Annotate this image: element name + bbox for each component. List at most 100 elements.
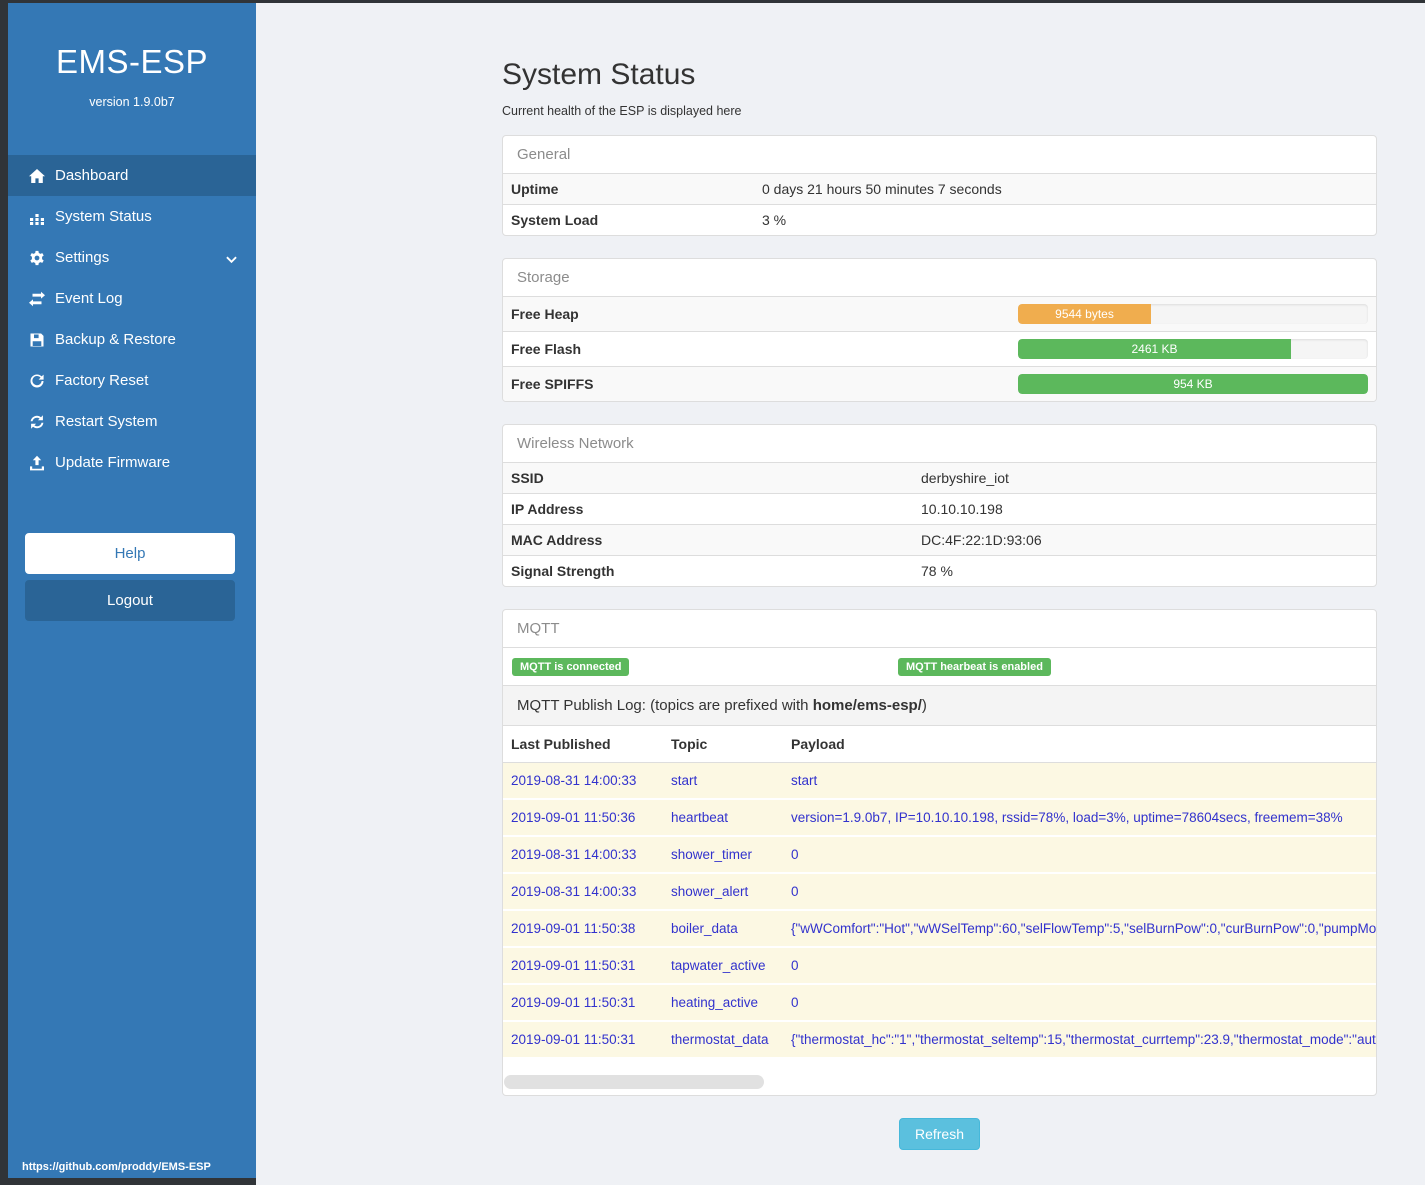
sidebar-item-factory-reset[interactable]: Factory Reset [8,360,256,401]
home-icon [28,167,45,184]
wireless-row: SSID derbyshire_iot [503,462,1376,494]
wireless-panel: Wireless Network SSID derbyshire_iot IP Ad… [502,424,1377,587]
mqtt-log-payload: {"wWComfort":"Hot","wWSelTemp":60,"selFl… [783,910,1376,948]
general-row-label: Uptime [503,173,754,205]
mqtt-log-row: 2019-08-31 14:00:33 start start [503,762,1376,800]
mqtt-log-topic: heating_active [663,984,783,1022]
storage-row-value: 2461 KB [1010,331,1376,367]
mqtt-log-row: 2019-09-01 11:50:31 tapwater_active 0 [503,947,1376,985]
progress-bar: 954 KB [1018,374,1368,394]
publish-log-topic-prefix: home/ems-esp/ [812,697,922,714]
sidebar-item-label: Update Firmware [55,454,171,471]
col-header-topic: Topic [663,726,783,763]
wireless-table: SSID derbyshire_iot IP Address 10.10.10.198… [503,462,1376,586]
mqtt-log-payload: 0 [783,873,1376,911]
scrollbar-thumb[interactable] [504,1075,764,1089]
wireless-row-label: MAC Address [503,524,913,556]
wireless-row: IP Address 10.10.10.198 [503,493,1376,525]
mqtt-log-payload: start [783,762,1376,800]
sidebar-item-settings[interactable]: Settings [8,237,256,278]
progress-track: 2461 KB [1018,339,1368,359]
publish-log-prefix: MQTT Publish Log: (topics are prefixed w… [517,697,813,714]
mqtt-log-last-published: 2019-09-01 11:50:36 [503,799,663,837]
mqtt-log-last-published: 2019-08-31 14:00:33 [503,762,663,800]
storage-row: Free Heap 9544 bytes [503,296,1376,332]
mqtt-log-topic: thermostat_data [663,1021,783,1059]
progress-track: 954 KB [1018,374,1368,394]
mqtt-heading: MQTT [517,620,560,637]
sidebar-item-label: Event Log [55,290,123,307]
log-bottom-gap [503,1059,1376,1075]
mqtt-log-topic: tapwater_active [663,947,783,985]
sidebar-item-label: Restart System [55,413,158,430]
exchange-arrows-icon [28,290,45,307]
general-row-value: 0 days 21 hours 50 minutes 7 seconds [754,173,1376,205]
storage-heading: Storage [517,269,570,286]
mqtt-log-topic: boiler_data [663,910,783,948]
system-status-icon [28,208,45,225]
mqtt-log-payload: {"thermostat_hc":"1","thermostat_seltemp… [783,1021,1376,1059]
storage-row-value: 9544 bytes [1010,296,1376,332]
wireless-heading: Wireless Network [517,435,634,452]
sidebar-item-system-status[interactable]: System Status [8,196,256,237]
gear-icon [28,249,45,266]
mqtt-log-topic: start [663,762,783,800]
mqtt-log-last-published: 2019-08-31 14:00:33 [503,873,663,911]
help-button[interactable]: Help [25,533,235,574]
refresh-button[interactable]: Refresh [898,1118,981,1150]
mqtt-log-row: 2019-09-01 11:50:31 thermostat_data {"ther… [503,1021,1376,1059]
sidebar-item-label: Backup & Restore [55,331,176,348]
general-panel: General Uptime 0 days 21 hours 50 minutes… [502,135,1377,236]
general-row: Uptime 0 days 21 hours 50 minutes 7 secon… [503,173,1376,205]
mqtt-log-last-published: 2019-08-31 14:00:33 [503,836,663,874]
mqtt-log-row: 2019-09-01 11:50:38 boiler_data {"wWComfor… [503,910,1376,948]
mqtt-log-payload: 0 [783,836,1376,874]
general-row: System Load 3 % [503,204,1376,235]
storage-row: Free Flash 2461 KB [503,331,1376,367]
col-header-payload: Payload [783,726,1376,763]
sidebar-item-dashboard[interactable]: Dashboard [8,155,256,196]
progress-track: 9544 bytes [1018,304,1368,324]
wireless-row-value: 10.10.10.198 [913,493,1376,525]
general-row-label: System Load [503,204,754,235]
restart-sync-icon [28,413,45,430]
mqtt-log-last-published: 2019-09-01 11:50:31 [503,984,663,1022]
mqtt-log-topic: shower_timer [663,836,783,874]
storage-panel: Storage Free Heap 9544 bytes Free Flash 246… [502,258,1377,402]
mqtt-log-last-published: 2019-09-01 11:50:38 [503,910,663,948]
sidebar-item-backup-restore[interactable]: Backup & Restore [8,319,256,360]
storage-row-label: Free Flash [503,331,1010,367]
github-link[interactable]: https://github.com/proddy/EMS-ESP [22,1161,211,1173]
general-heading: General [517,146,571,163]
upload-icon [28,454,45,471]
mqtt-log-row: 2019-08-31 14:00:33 shower_timer 0 [503,836,1376,874]
wireless-row-label: IP Address [503,493,913,525]
mqtt-log-row: 2019-09-01 11:50:36 heartbeat version=1.9.… [503,799,1376,837]
logout-button[interactable]: Logout [25,580,235,621]
sidebar: EMS-ESP version 1.9.0b7 Dashboard System … [8,3,256,1178]
sidebar-item-event-log[interactable]: Event Log [8,278,256,319]
main-area: System Status Current health of the ESP … [256,3,1425,1185]
app-version: version 1.9.0b7 [89,95,175,109]
wireless-row: MAC Address DC:4F:22:1D:93:06 [503,524,1376,556]
horizontal-scrollbar[interactable] [504,1075,1375,1089]
sidebar-item-restart-system[interactable]: Restart System [8,401,256,442]
wireless-row-value: DC:4F:22:1D:93:06 [913,524,1376,556]
wireless-row-value: 78 % [913,555,1376,586]
wireless-row-label: SSID [503,462,913,494]
publish-log-suffix: ) [921,697,927,714]
storage-row-label: Free Heap [503,296,1010,332]
mqtt-log-payload: 0 [783,947,1376,985]
sidebar-nav: Dashboard System Status Settings Event Log B… [8,155,256,483]
app-title: EMS-ESP [55,43,209,80]
sidebar-item-label: Factory Reset [55,372,149,389]
mqtt-log-row: 2019-08-31 14:00:33 shower_alert 0 [503,873,1376,911]
page-title: System Status [502,58,696,91]
mqtt-log-payload: 0 [783,984,1376,1022]
sidebar-item-update-firmware[interactable]: Update Firmware [8,442,256,483]
general-table: Uptime 0 days 21 hours 50 minutes 7 secon… [503,173,1376,235]
storage-table: Free Heap 9544 bytes Free Flash 2461 KB Free… [503,296,1376,401]
mqtt-connected-badge: MQTT is connected [512,658,630,676]
general-row-value: 3 % [754,204,1376,235]
mqtt-log-topic: heartbeat [663,799,783,837]
